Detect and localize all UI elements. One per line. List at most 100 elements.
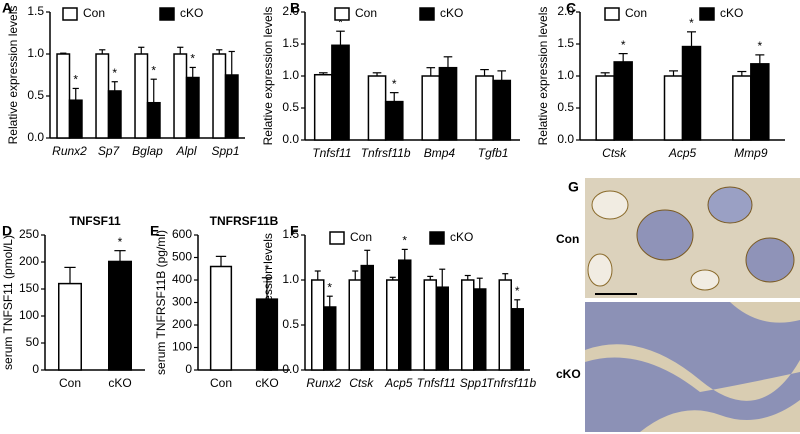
bar bbox=[224, 74, 239, 139]
bar bbox=[134, 53, 149, 139]
y-tick-label: 1.5 bbox=[282, 36, 299, 50]
y-tick-label: 50 bbox=[26, 335, 40, 349]
legend-label: Con bbox=[625, 6, 647, 20]
significance: * bbox=[689, 16, 694, 30]
y-tick-label: 500 bbox=[172, 250, 192, 264]
y-tick-label: 1.5 bbox=[557, 36, 574, 50]
significance: * bbox=[190, 52, 195, 66]
x-tick-label: Mmp9 bbox=[734, 146, 768, 160]
x-tick-label: Tgfb1 bbox=[478, 146, 509, 160]
y-tick-label: 0 bbox=[32, 362, 39, 376]
x-tick-label: Ctsk bbox=[602, 146, 627, 160]
y-tick-label: 0.5 bbox=[282, 317, 299, 331]
x-tick-label: Sp7 bbox=[98, 144, 121, 158]
bar bbox=[367, 75, 387, 141]
bar bbox=[681, 45, 702, 141]
significance: * bbox=[265, 262, 270, 276]
x-tick-label: cKO bbox=[255, 376, 278, 390]
panel-letter: D bbox=[2, 223, 12, 239]
y-tick-label: 1.0 bbox=[282, 272, 299, 286]
bar bbox=[386, 279, 400, 371]
bar bbox=[510, 308, 524, 371]
panel-letter: F bbox=[290, 223, 299, 239]
x-tick-label: Bmp4 bbox=[424, 146, 456, 160]
y-tick-label: 0.5 bbox=[282, 100, 299, 114]
bar bbox=[421, 75, 441, 141]
histology-cko bbox=[585, 302, 800, 432]
x-tick-label: Runx2 bbox=[306, 376, 341, 390]
bar bbox=[473, 288, 487, 371]
y-tick-label: 2.0 bbox=[557, 4, 574, 18]
bar bbox=[498, 279, 512, 371]
bar bbox=[461, 279, 475, 371]
x-tick-label: Con bbox=[210, 376, 232, 390]
bar bbox=[68, 99, 83, 139]
legend-swatch bbox=[334, 7, 350, 21]
significance: * bbox=[112, 66, 117, 80]
panel-letter: B bbox=[290, 0, 300, 16]
bar bbox=[95, 53, 110, 139]
panel-letter: E bbox=[150, 223, 159, 239]
legend-label: Con bbox=[350, 230, 372, 244]
x-tick-label: Con bbox=[59, 376, 81, 390]
bar bbox=[613, 61, 633, 141]
bar bbox=[438, 66, 458, 141]
y-tick-label: 300 bbox=[172, 295, 192, 309]
y-tick-label: 150 bbox=[19, 281, 39, 295]
bar bbox=[492, 79, 512, 141]
significance: * bbox=[327, 280, 332, 294]
legend-swatch bbox=[699, 7, 715, 21]
x-tick-label: Acp5 bbox=[384, 376, 413, 390]
y-tick-label: 0.0 bbox=[282, 362, 299, 376]
bar bbox=[750, 63, 770, 141]
bar bbox=[313, 73, 333, 141]
y-tick-label: 1.0 bbox=[557, 68, 574, 82]
y-tick-label: 400 bbox=[172, 272, 192, 286]
y-tick-label: 0.5 bbox=[557, 100, 574, 114]
y-tick-label: 0.0 bbox=[557, 132, 574, 146]
y-tick-label: 0 bbox=[185, 362, 192, 376]
legend-label: Con bbox=[83, 6, 105, 20]
panel-letter: A bbox=[2, 0, 12, 16]
significance: * bbox=[151, 63, 156, 77]
bar bbox=[107, 90, 122, 139]
histology-con bbox=[585, 178, 800, 298]
panel-letter: C bbox=[566, 0, 576, 16]
legend-label: cKO bbox=[720, 6, 743, 20]
bar bbox=[146, 101, 161, 139]
y-axis-label: Relative expression levels bbox=[536, 7, 550, 146]
y-tick-label: 2.0 bbox=[282, 4, 299, 18]
y-tick-label: 100 bbox=[19, 308, 39, 322]
row-label: Con bbox=[556, 232, 579, 246]
y-tick-label: 0.0 bbox=[27, 130, 44, 144]
x-tick-label: Tnfrsf11b bbox=[361, 146, 411, 160]
legend-swatch bbox=[159, 7, 175, 21]
y-tick-label: 100 bbox=[172, 340, 192, 354]
x-tick-label: Runx2 bbox=[52, 144, 87, 158]
bar bbox=[435, 286, 449, 371]
bar bbox=[732, 75, 752, 141]
bar bbox=[348, 279, 362, 371]
significance: * bbox=[515, 284, 520, 298]
y-tick-label: 1.5 bbox=[282, 227, 299, 241]
bar bbox=[595, 75, 615, 141]
y-tick-label: 0.0 bbox=[282, 132, 299, 146]
x-tick-label: Ctsk bbox=[349, 376, 374, 390]
y-tick-label: 200 bbox=[19, 254, 39, 268]
significance: * bbox=[73, 73, 78, 87]
legend-label: Con bbox=[355, 6, 377, 20]
x-tick-label: Tnfrsf11b bbox=[486, 376, 536, 390]
legend-swatch bbox=[419, 7, 435, 21]
x-tick-label: cKO bbox=[108, 376, 131, 390]
bar bbox=[360, 264, 374, 371]
y-axis-label: Relative expression levels bbox=[261, 233, 275, 372]
legend-swatch bbox=[429, 231, 445, 245]
significance: * bbox=[402, 234, 407, 248]
legend-label: cKO bbox=[450, 230, 473, 244]
bar bbox=[255, 298, 279, 371]
legend-swatch bbox=[604, 7, 620, 21]
row-label: cKO bbox=[556, 367, 581, 381]
legend-label: cKO bbox=[180, 6, 203, 20]
significance: * bbox=[118, 235, 123, 249]
